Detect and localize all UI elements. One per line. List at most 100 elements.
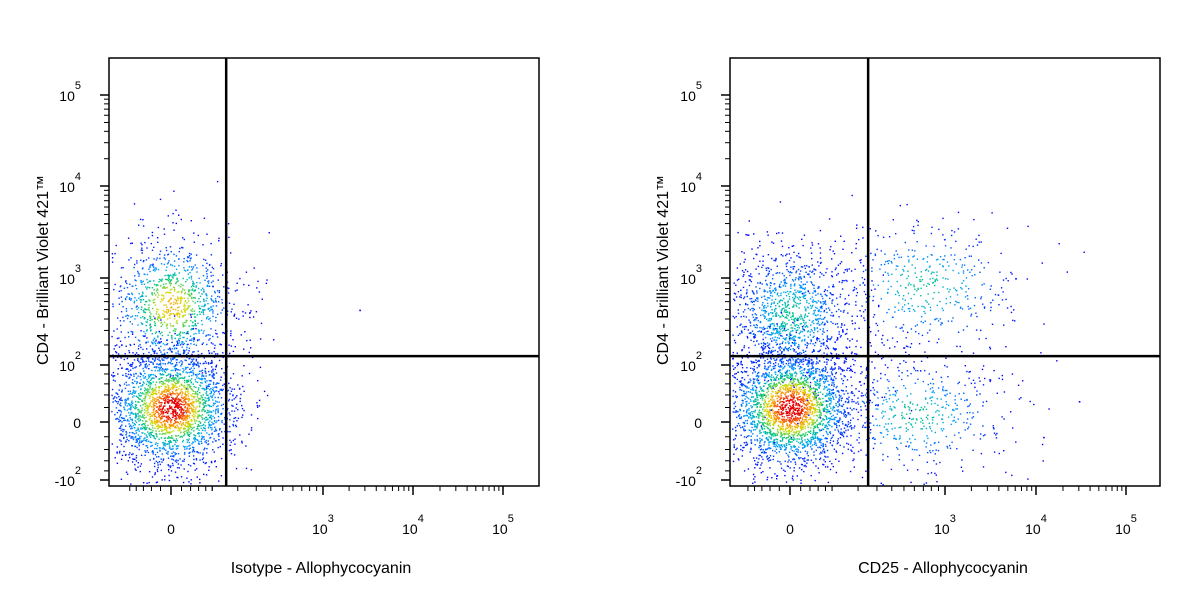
event-dot (790, 378, 793, 380)
event-dot (213, 422, 215, 425)
event-dot (114, 345, 116, 347)
event-dot (179, 337, 181, 339)
event-dot (917, 305, 919, 308)
event-dot (179, 423, 181, 425)
event-dot (133, 373, 135, 375)
event-dot (781, 322, 784, 324)
event-dot (902, 295, 905, 297)
event-dot (138, 445, 140, 447)
event-dot (160, 380, 162, 383)
event-dot (194, 391, 197, 393)
event-dot (182, 445, 185, 448)
event-dot (156, 363, 158, 365)
event-dot (140, 330, 142, 332)
event-dot (161, 299, 163, 301)
event-dot (147, 384, 150, 387)
event-dot (758, 330, 761, 332)
event-dot (776, 325, 779, 327)
event-dot (127, 362, 129, 365)
event-dot (765, 269, 768, 272)
event-dot (115, 418, 117, 420)
event-dot (787, 293, 790, 295)
event-dot (141, 432, 143, 434)
event-dot (781, 304, 784, 306)
event-dot (233, 313, 236, 315)
event-dot (158, 387, 160, 389)
event-dot (146, 378, 148, 381)
event-dot (803, 234, 806, 236)
event-dot (155, 442, 157, 444)
event-dot (189, 465, 192, 467)
event-dot (163, 396, 166, 399)
event-dot (789, 360, 792, 362)
event-dot (795, 304, 797, 306)
event-dot (165, 394, 167, 397)
event-dot (243, 390, 245, 392)
event-dot (177, 342, 179, 345)
event-dot (825, 303, 827, 306)
event-dot (176, 397, 178, 399)
event-dot (788, 313, 791, 315)
event-dot (204, 427, 206, 430)
event-dot (751, 248, 753, 250)
event-dot (789, 271, 792, 273)
event-dot (147, 281, 149, 284)
event-dot (161, 426, 164, 428)
event-dot (149, 270, 151, 273)
event-dot (173, 406, 176, 409)
event-dot (936, 317, 938, 320)
event-dot (167, 432, 169, 434)
event-dot (854, 359, 856, 362)
event-dot (194, 419, 196, 421)
event-dot (153, 399, 156, 401)
event-dot (821, 323, 823, 325)
event-dot (186, 388, 189, 390)
event-dot (129, 456, 131, 459)
event-dot (203, 438, 205, 440)
event-dot (799, 302, 801, 305)
event-dot (843, 309, 845, 312)
event-dot (185, 354, 188, 356)
event-dot (754, 344, 756, 346)
event-dot (864, 284, 866, 286)
event-dot (176, 402, 178, 404)
event-dot (212, 376, 215, 378)
event-dot (234, 346, 236, 348)
event-dot (183, 377, 185, 379)
event-dot (133, 433, 136, 435)
event-dot (820, 293, 822, 295)
event-dot (203, 405, 206, 407)
event-dot (119, 416, 121, 418)
event-dot (213, 393, 215, 395)
event-dot (231, 404, 233, 407)
event-dot (211, 359, 213, 362)
event-dot (832, 294, 834, 296)
event-dot (183, 433, 186, 435)
event-dot (239, 397, 241, 400)
event-dot (203, 330, 205, 332)
event-dot (790, 327, 792, 329)
event-dot (176, 403, 178, 405)
event-dot (187, 333, 189, 335)
event-dot (204, 421, 206, 423)
event-dot (150, 420, 152, 423)
event-dot (227, 223, 230, 225)
event-dot (804, 314, 806, 317)
event-dot (113, 288, 115, 291)
event-dot (146, 356, 149, 359)
event-dot (850, 352, 853, 355)
event-dot (812, 336, 814, 339)
event-dot (210, 254, 213, 256)
event-dot (213, 417, 216, 419)
event-dot (205, 372, 207, 375)
event-dot (186, 259, 188, 262)
event-dot (823, 274, 825, 277)
event-dot (208, 433, 210, 436)
event-dot (815, 318, 817, 320)
event-dot (223, 372, 225, 374)
event-dot (180, 476, 183, 478)
event-dot (909, 346, 912, 348)
event-dot (798, 252, 800, 255)
event-dot (260, 322, 263, 325)
event-dot (174, 402, 176, 405)
